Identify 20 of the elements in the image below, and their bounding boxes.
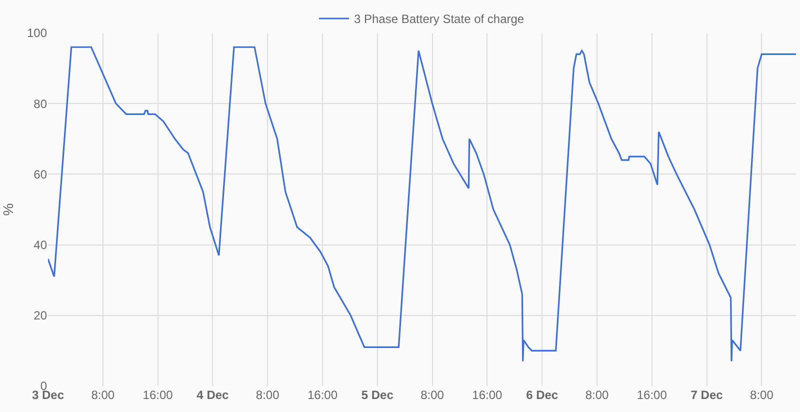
x-tick-label: 6 Dec xyxy=(526,388,558,402)
x-tick-label: 7 Dec xyxy=(690,388,724,402)
legend-label: 3 Phase Battery State of charge xyxy=(354,12,524,26)
x-tick-label: 16:00 xyxy=(472,388,503,402)
x-tick-label: 16:00 xyxy=(307,388,338,402)
y-tick-label: 80 xyxy=(34,96,48,111)
x-tick-label: 4 Dec xyxy=(196,388,230,402)
x-tick-label: 8:00 xyxy=(585,388,609,402)
x-tick-label: 16:00 xyxy=(142,388,174,402)
x-tick-label: 8:00 xyxy=(420,388,444,402)
y-tick-label: 20 xyxy=(34,308,48,323)
x-tick-label: 8:00 xyxy=(91,388,115,402)
y-tick-label: 40 xyxy=(34,238,48,252)
y-axis-title: % xyxy=(0,203,16,216)
y-tick-label: 60 xyxy=(34,167,48,182)
x-tick-label: 16:00 xyxy=(636,388,668,402)
x-tick-label: 8:00 xyxy=(750,388,774,402)
x-tick-label: 8:00 xyxy=(256,388,280,402)
x-tick-label: 5 Dec xyxy=(361,388,394,402)
y-tick-label: 100 xyxy=(26,26,48,40)
